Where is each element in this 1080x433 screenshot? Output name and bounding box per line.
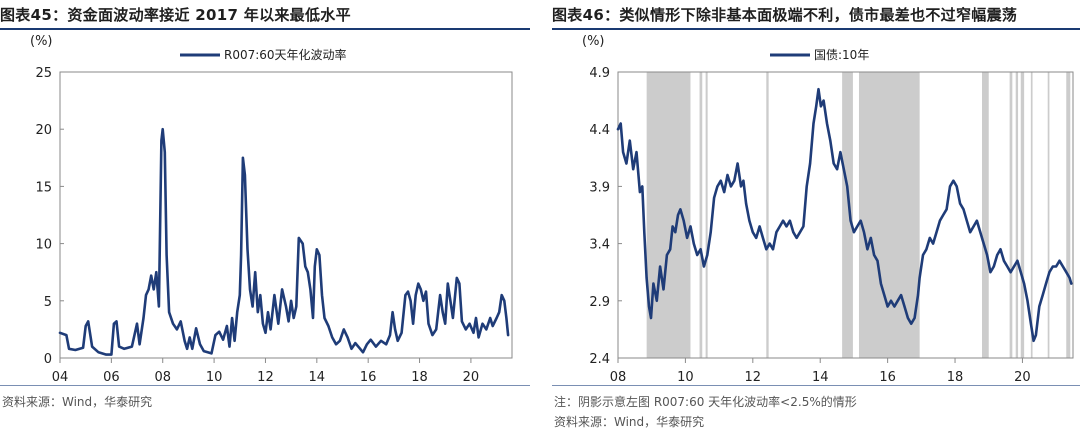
left-figure-title: 图表45：资金面波动率接近 2017 年以来最低水平	[0, 6, 351, 24]
right-shade-5	[858, 72, 920, 358]
right-title-rule	[552, 28, 1080, 30]
left-ytick-label-4: 20	[35, 123, 52, 138]
right-figure-title: 图表46：类似情形下除非基本面极端不利，债市最差也不过窄幅震荡	[552, 6, 1018, 24]
right-x-tick-labels: 08 10 12 14 16 18 20	[610, 358, 1031, 385]
right-xtick-label-3: 14	[812, 370, 829, 385]
right-shade-1	[699, 72, 703, 358]
right-source-note: 资料来源：Wind，华泰研究	[554, 415, 705, 429]
right-xtick-label-4: 16	[879, 370, 896, 385]
left-bottom-rule	[0, 385, 530, 386]
left-ytick-label-5: 25	[35, 66, 52, 81]
right-bottom-rule	[552, 385, 1080, 386]
right-series-group	[616, 87, 1073, 343]
right-xtick-label-2: 12	[745, 370, 762, 385]
left-xtick-label-8: 20	[463, 370, 480, 385]
left-source-note: 资料来源：Wind，华泰研究	[2, 395, 153, 409]
left-xtick-label-1: 06	[103, 370, 120, 385]
right-shade-9	[1020, 72, 1025, 358]
right-legend-label: 国债:10年	[814, 48, 869, 62]
right-xtick-label-1: 10	[677, 370, 694, 385]
right-shade-7	[1009, 72, 1013, 358]
left-y-unit-label: (%)	[30, 34, 53, 49]
left-x-tick-labels: 04 06 08 10 12 14 16 18 20	[52, 358, 479, 385]
left-xtick-label-3: 10	[206, 370, 223, 385]
right-shade-4	[842, 72, 853, 358]
right-ytick-label-3: 3.9	[589, 180, 610, 195]
left-legend-label: R007:60天年化波动率	[224, 47, 347, 62]
right-shaded-periods	[646, 72, 1071, 358]
right-plot-frame	[617, 71, 1074, 359]
left-xtick-label-2: 08	[154, 370, 171, 385]
right-xtick-label-5: 18	[947, 370, 964, 385]
right-shade-10	[1030, 72, 1033, 358]
right-ytick-label-0: 2.4	[589, 352, 610, 367]
right-ytick-label-4: 4.4	[589, 123, 610, 138]
left-ytick-label-3: 15	[35, 180, 52, 195]
right-figure-panel: 图表46：类似情形下除非基本面极端不利，债市最差也不过窄幅震荡 2.4 2.9 3.…	[552, 0, 1080, 433]
right-y-unit-label: (%)	[582, 34, 605, 49]
left-ytick-label-0: 0	[44, 352, 52, 367]
left-xtick-label-7: 18	[411, 370, 428, 385]
right-xtick-label-0: 08	[610, 370, 627, 385]
right-shade-11	[1047, 72, 1050, 358]
right-ytick-label-2: 3.4	[589, 238, 610, 253]
right-shade-2	[705, 72, 708, 358]
right-shade-3	[766, 72, 769, 358]
right-shade-8	[1015, 72, 1019, 358]
left-xtick-label-0: 04	[52, 370, 69, 385]
right-chart: 2.4 2.9 3.4 3.9 4.4 4.9 08 10 12 14 16 18 20 (%) 国债…	[582, 34, 1074, 385]
left-chart: 0 5 10 15 20 25 04 06 08 10 12 14 16 18 20 (%) R007:6…	[30, 34, 513, 385]
left-xtick-label-5: 14	[309, 370, 326, 385]
left-xtick-label-4: 12	[257, 370, 274, 385]
left-series-group	[58, 127, 510, 356]
left-plot-frame	[59, 71, 513, 359]
left-series-line-0	[58, 127, 510, 356]
left-y-tick-labels: 0 5 10 15 20 25	[35, 66, 64, 367]
left-title-rule	[0, 28, 530, 30]
right-y-tick-labels: 2.4 2.9 3.4 3.9 4.4 4.9	[589, 66, 622, 367]
right-shade-6	[982, 72, 989, 358]
left-xtick-label-6: 16	[360, 370, 377, 385]
left-ytick-label-2: 10	[35, 238, 52, 253]
right-ytick-label-5: 4.9	[589, 66, 610, 81]
right-series-line-0	[616, 87, 1073, 343]
right-shade-12	[1066, 72, 1071, 358]
right-shade-0	[646, 72, 691, 358]
left-figure-panel: 图表45：资金面波动率接近 2017 年以来最低水平 0 5 10 15 20 25 04…	[0, 0, 530, 433]
right-xtick-label-6: 20	[1014, 370, 1031, 385]
right-ytick-label-1: 2.9	[589, 295, 610, 310]
left-ytick-label-1: 5	[44, 295, 52, 310]
right-shade-note: 注：阴影示意左图 R007:60 天年化波动率<2.5%的情形	[554, 395, 857, 409]
